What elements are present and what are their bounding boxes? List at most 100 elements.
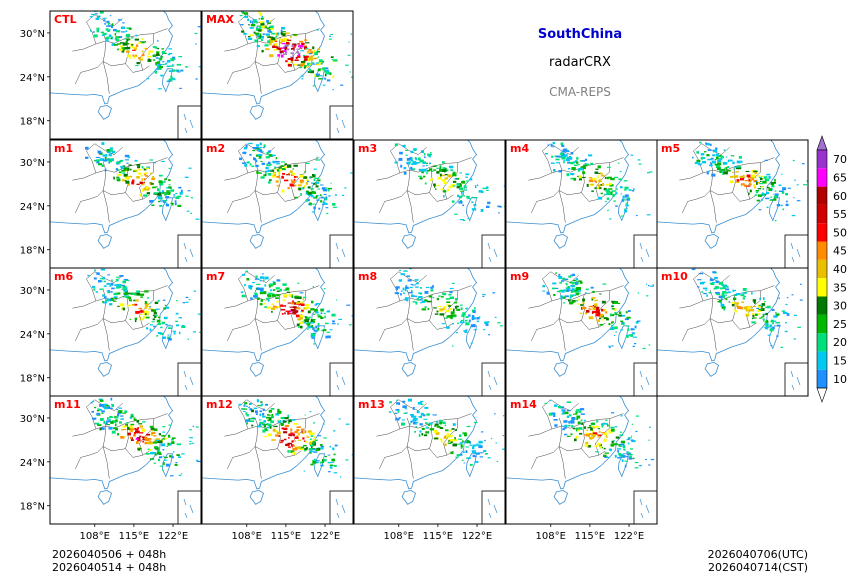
echo-cell bbox=[113, 296, 118, 298]
echo-cell bbox=[107, 29, 110, 32]
echo-cell bbox=[444, 435, 446, 438]
echo-cell bbox=[324, 69, 329, 73]
echo-cell bbox=[471, 201, 474, 203]
echo-cell bbox=[150, 302, 152, 304]
echo-cell bbox=[769, 326, 771, 328]
echo-cell bbox=[263, 423, 268, 425]
echo-cell bbox=[126, 304, 131, 307]
echo-cell bbox=[621, 322, 625, 325]
echo-cell bbox=[135, 437, 139, 440]
echo-cell bbox=[148, 449, 152, 451]
echo-cell bbox=[310, 333, 316, 336]
echo-cell bbox=[315, 62, 320, 64]
echo-cell bbox=[139, 310, 144, 313]
echo-cell bbox=[601, 423, 604, 426]
echo-cell bbox=[567, 157, 572, 160]
echo-cell bbox=[410, 166, 413, 170]
echo-cell bbox=[476, 317, 480, 320]
echo-cell bbox=[309, 316, 311, 318]
echo-cell bbox=[147, 59, 152, 62]
echo-cell bbox=[99, 278, 105, 280]
echo-cell bbox=[592, 307, 597, 310]
echo-cell bbox=[465, 450, 468, 453]
echo-cell bbox=[117, 19, 122, 21]
echo-cell bbox=[399, 293, 402, 296]
echo-cell bbox=[118, 285, 122, 288]
echo-cell bbox=[136, 292, 140, 296]
echo-cell bbox=[439, 422, 443, 425]
echo-cell bbox=[115, 30, 121, 33]
echo-cell bbox=[103, 285, 107, 287]
echo-cell bbox=[439, 308, 444, 311]
echo-cell bbox=[577, 298, 580, 301]
echo-cell bbox=[446, 301, 451, 303]
echo-cell bbox=[143, 194, 148, 197]
echo-cell bbox=[274, 166, 277, 169]
echo-cell bbox=[762, 188, 765, 190]
echo-cell bbox=[405, 149, 409, 151]
echo-cell bbox=[313, 196, 316, 198]
echo-cell bbox=[589, 308, 592, 310]
echo-cell bbox=[293, 307, 296, 310]
echo-cell bbox=[308, 58, 314, 61]
echo-cell bbox=[163, 316, 168, 320]
echo-cell bbox=[436, 167, 441, 169]
echo-cell bbox=[93, 277, 97, 280]
echo-cell bbox=[144, 290, 149, 293]
echo-cell bbox=[296, 176, 299, 178]
echo-cell bbox=[277, 54, 280, 57]
echo-cell bbox=[300, 181, 303, 184]
echo-cell bbox=[304, 55, 309, 58]
echo-cell bbox=[271, 37, 276, 41]
echo-cell bbox=[305, 441, 308, 443]
echo-cell bbox=[589, 184, 595, 186]
echo-cell bbox=[143, 436, 148, 440]
echo-cell bbox=[133, 56, 136, 59]
echo-cell bbox=[301, 309, 304, 312]
echo-cell bbox=[264, 284, 267, 287]
echo-cell bbox=[478, 444, 481, 447]
echo-cell bbox=[269, 26, 271, 28]
echo-cell bbox=[311, 196, 314, 198]
echo-cell bbox=[503, 185, 505, 187]
echo-cell bbox=[283, 166, 288, 169]
echo-cell bbox=[460, 195, 465, 197]
echo-cell bbox=[462, 451, 465, 453]
province-border bbox=[74, 190, 150, 214]
echo-cell bbox=[427, 308, 430, 310]
echo-cell bbox=[127, 427, 132, 430]
echo-cell bbox=[747, 176, 752, 179]
echo-cell bbox=[403, 172, 407, 175]
echo-cell bbox=[258, 11, 261, 13]
echo-cell bbox=[287, 62, 290, 65]
echo-cell bbox=[462, 314, 466, 316]
echo-cell bbox=[269, 42, 272, 46]
echo-cell bbox=[268, 409, 272, 413]
echo-cell bbox=[305, 182, 308, 185]
echo-cell bbox=[547, 144, 550, 146]
echo-cell bbox=[455, 429, 457, 431]
echo-cell bbox=[115, 37, 119, 39]
echo-cell bbox=[109, 15, 112, 17]
echo-cell bbox=[333, 430, 336, 432]
echo-cell bbox=[761, 194, 764, 196]
echo-cell bbox=[120, 165, 125, 168]
echo-cell bbox=[313, 183, 317, 185]
colorbar-bin bbox=[817, 351, 827, 370]
echo-cell bbox=[158, 180, 163, 184]
echo-cell bbox=[630, 435, 632, 437]
echo-cell bbox=[626, 325, 630, 327]
echo-cell bbox=[594, 445, 598, 448]
echo-cell bbox=[636, 214, 638, 217]
echo-cell bbox=[133, 47, 137, 50]
echo-cell bbox=[469, 463, 473, 466]
echo-cell bbox=[743, 295, 747, 297]
echo-cell bbox=[102, 294, 105, 297]
scs-inset bbox=[177, 105, 201, 139]
echo-cell bbox=[322, 204, 325, 206]
echo-cell bbox=[140, 314, 143, 316]
echo-cell bbox=[111, 23, 114, 26]
scs-inset bbox=[329, 105, 353, 139]
echo-cell bbox=[245, 412, 248, 415]
